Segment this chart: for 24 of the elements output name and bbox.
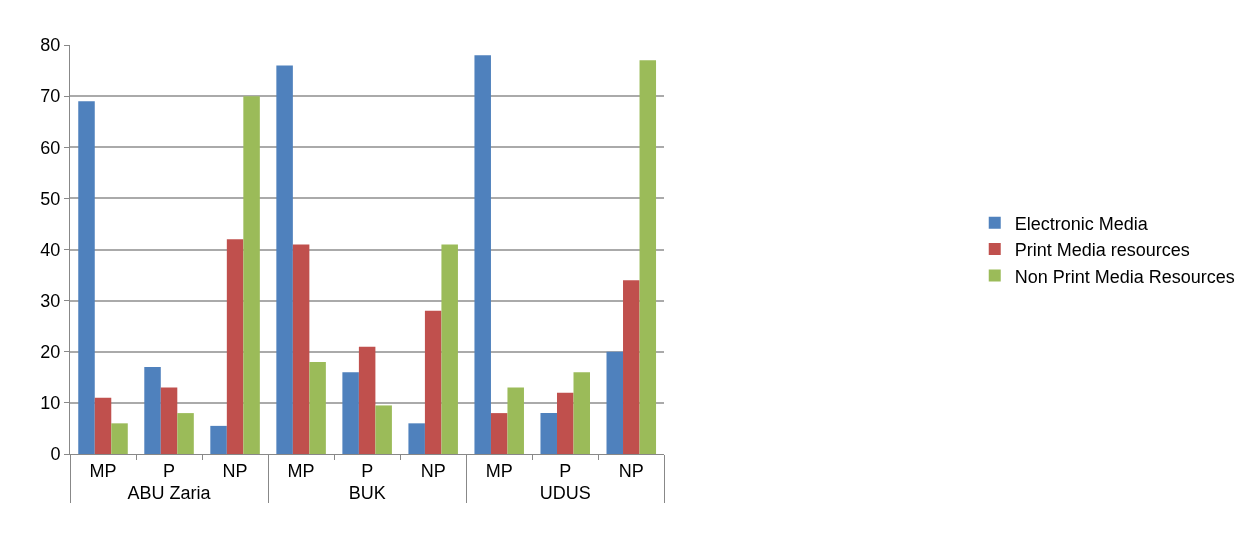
x-tick-label: MP xyxy=(287,460,315,481)
y-tick-label: 20 xyxy=(40,342,61,363)
y-tick-label: 10 xyxy=(40,393,61,414)
y-tick-label: 50 xyxy=(40,188,61,209)
x-tick-label: NP xyxy=(618,460,644,481)
x-tick-label: NP xyxy=(222,460,248,481)
y-tick-label: 40 xyxy=(40,239,61,260)
legend-label: Electronic Media xyxy=(1014,213,1149,234)
y-tick-label: 0 xyxy=(50,444,61,465)
x-tick-label: P xyxy=(559,460,572,481)
x-tick-label: P xyxy=(163,460,176,481)
text: UDUS xyxy=(539,482,591,503)
legend-label: Print Media resources xyxy=(1014,240,1190,261)
x-tick-label: MP xyxy=(485,460,513,481)
y-tick-label: 80 xyxy=(40,35,61,56)
x-tick-label: MP xyxy=(89,460,117,481)
text: ABU Zaria xyxy=(127,482,212,503)
legend-label: Non Print Media Resources xyxy=(1014,266,1235,287)
x-tick-label: NP xyxy=(420,460,446,481)
y-tick-label: 60 xyxy=(40,137,61,158)
y-tick-label: 30 xyxy=(40,290,61,311)
text: BUK xyxy=(348,482,386,503)
x-tick-label: P xyxy=(361,460,374,481)
y-tick-label: 70 xyxy=(40,86,61,107)
